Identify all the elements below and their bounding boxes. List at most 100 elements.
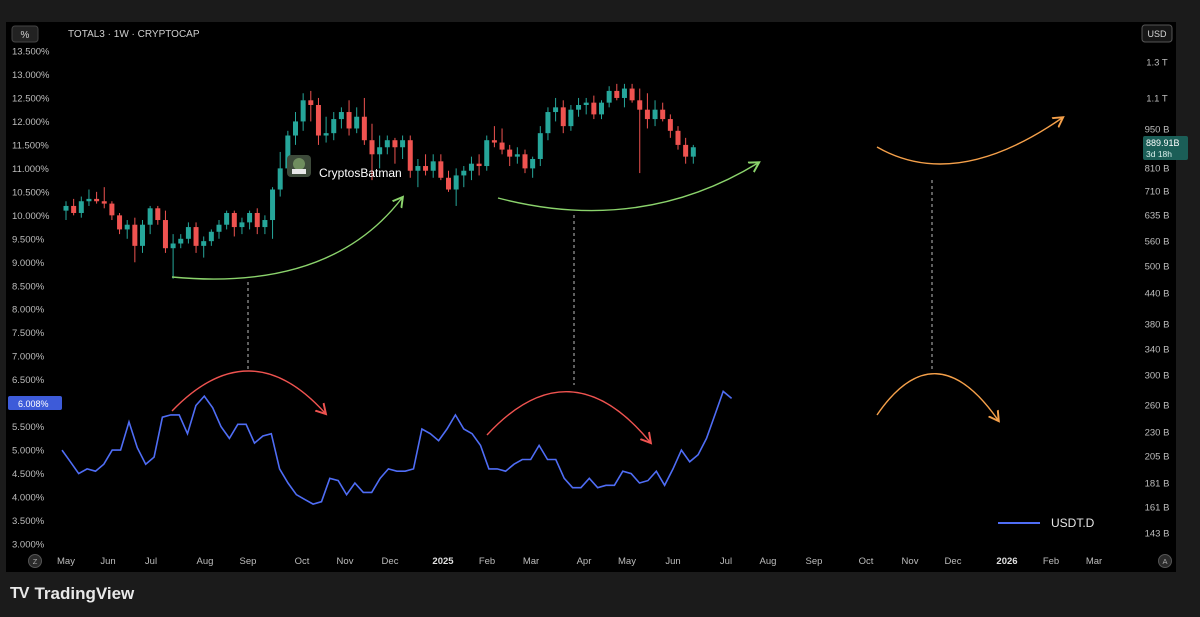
chart-canvas[interactable] xyxy=(6,22,1176,572)
usdt-label-box xyxy=(8,396,62,410)
candle-body xyxy=(71,205,77,213)
candle-body xyxy=(254,212,260,228)
candle-body xyxy=(675,130,681,145)
candle-body xyxy=(629,88,635,101)
time-tick-label: Mar xyxy=(1086,556,1102,567)
left-tick-label: 5.500% xyxy=(12,422,45,433)
left-tick-label: 4.500% xyxy=(12,469,45,480)
candle-body xyxy=(155,208,161,221)
candle-body xyxy=(476,163,482,167)
candle-body xyxy=(461,170,467,176)
candle-body xyxy=(231,212,237,228)
symbol-title: TOTAL3 · 1W · CRYPTOCAP xyxy=(68,29,200,40)
timezone-icon[interactable] xyxy=(28,554,42,568)
candle-body xyxy=(300,100,306,122)
candle-body xyxy=(576,104,582,110)
candle-body xyxy=(484,140,490,167)
price-label-countdown: 3d 18h xyxy=(1146,149,1172,159)
time-tick-label: Oct xyxy=(295,556,310,567)
left-tick-label: 13.500% xyxy=(12,47,50,58)
green-arrow-1 xyxy=(171,198,402,280)
right-tick-label: 340 B xyxy=(1145,345,1170,356)
candle-body xyxy=(170,243,176,249)
price-label-value: 889.91B xyxy=(1146,138,1180,148)
candle-body xyxy=(430,161,436,171)
left-tick-label: 3.000% xyxy=(12,540,45,551)
time-tick-label: Nov xyxy=(902,556,919,567)
candle-body xyxy=(660,109,666,120)
candle-body xyxy=(637,100,643,110)
right-axis: 1.3 T 1.1 T 950 B 810 B 710 B 635 B 560 B 500 B… xyxy=(1145,58,1170,540)
currency-button[interactable] xyxy=(1141,24,1173,43)
right-tick-label: 560 B xyxy=(1145,237,1170,248)
green-arrow-2 xyxy=(497,163,758,212)
candle-body xyxy=(331,119,337,134)
candle-body xyxy=(78,201,84,213)
time-tick-label: Dec xyxy=(945,556,962,567)
candle-body xyxy=(338,112,344,120)
time-tick-label: Sep xyxy=(240,556,257,567)
candle-body xyxy=(530,158,536,169)
candle-body xyxy=(377,147,383,155)
time-tick-label: May xyxy=(57,556,75,567)
left-tick-label: 11.000% xyxy=(12,164,49,175)
time-tick-label: Oct xyxy=(859,556,874,567)
time-tick-label: Jun xyxy=(665,556,680,567)
candle-body xyxy=(308,100,314,105)
left-tick-label: 7.500% xyxy=(12,328,45,339)
candle-body xyxy=(361,116,367,141)
percent-scale-label: % xyxy=(21,30,30,41)
percent-scale-button[interactable] xyxy=(11,25,39,43)
candle-body xyxy=(178,238,184,244)
red-arrow-2 xyxy=(486,391,650,442)
right-tick-label: 1.1 T xyxy=(1146,94,1168,105)
time-tick-label: Aug xyxy=(760,556,777,567)
time-tick-label: Jul xyxy=(145,556,157,567)
time-tick-label: Mar xyxy=(523,556,539,567)
time-tick-label: Feb xyxy=(1043,556,1059,567)
left-axis: 13.500% 13.000% 12.500% 12.000% 11.500% 11.00… xyxy=(12,47,50,551)
right-tick-label: 143 B xyxy=(1145,529,1170,540)
price-label-box xyxy=(1143,136,1188,160)
candle-body xyxy=(499,142,505,150)
red-arrow-1 xyxy=(171,370,325,413)
candle-body xyxy=(606,90,612,103)
candle-body xyxy=(560,107,566,127)
candle-body xyxy=(583,102,589,105)
candlestick-series xyxy=(63,83,696,279)
candle-body xyxy=(201,241,207,246)
candle-body xyxy=(109,203,115,216)
auto-scale-icon[interactable] xyxy=(1158,554,1172,568)
candle-body xyxy=(101,201,107,204)
left-tick-label: 8.500% xyxy=(12,281,45,292)
candle-body xyxy=(652,109,658,120)
right-tick-label: 380 B xyxy=(1145,320,1170,331)
candle-body xyxy=(384,140,390,148)
candle-body xyxy=(140,224,145,246)
left-tick-label: 5.000% xyxy=(12,446,45,457)
right-tick-label: 1.3 T xyxy=(1146,58,1168,69)
candle-body xyxy=(400,140,406,148)
left-tick-label: 12.500% xyxy=(12,93,50,104)
right-tick-label: 300 B xyxy=(1145,371,1170,382)
tradingview-brand[interactable]: TV TradingView xyxy=(10,584,134,604)
candle-body xyxy=(599,102,604,115)
candle-body xyxy=(621,88,627,98)
candle-body xyxy=(568,109,574,127)
candle-body xyxy=(369,140,375,155)
time-tick-label: Nov xyxy=(337,556,354,567)
candle-body xyxy=(270,189,276,221)
candle-body xyxy=(446,177,451,190)
timezone-icon-label: Z xyxy=(33,557,38,566)
candle-body xyxy=(216,224,222,232)
left-tick-label: 8.000% xyxy=(12,305,45,316)
candle-body xyxy=(247,212,253,223)
candle-body xyxy=(185,227,191,239)
candle-body xyxy=(224,212,230,225)
currency-label: USD xyxy=(1147,29,1167,39)
candle-body xyxy=(591,102,597,115)
legend-series-name: USDT.D xyxy=(1051,516,1095,530)
orange-arrow-bottom xyxy=(876,373,998,420)
time-tick-label: Dec xyxy=(382,556,399,567)
time-tick-label: Apr xyxy=(577,556,592,567)
